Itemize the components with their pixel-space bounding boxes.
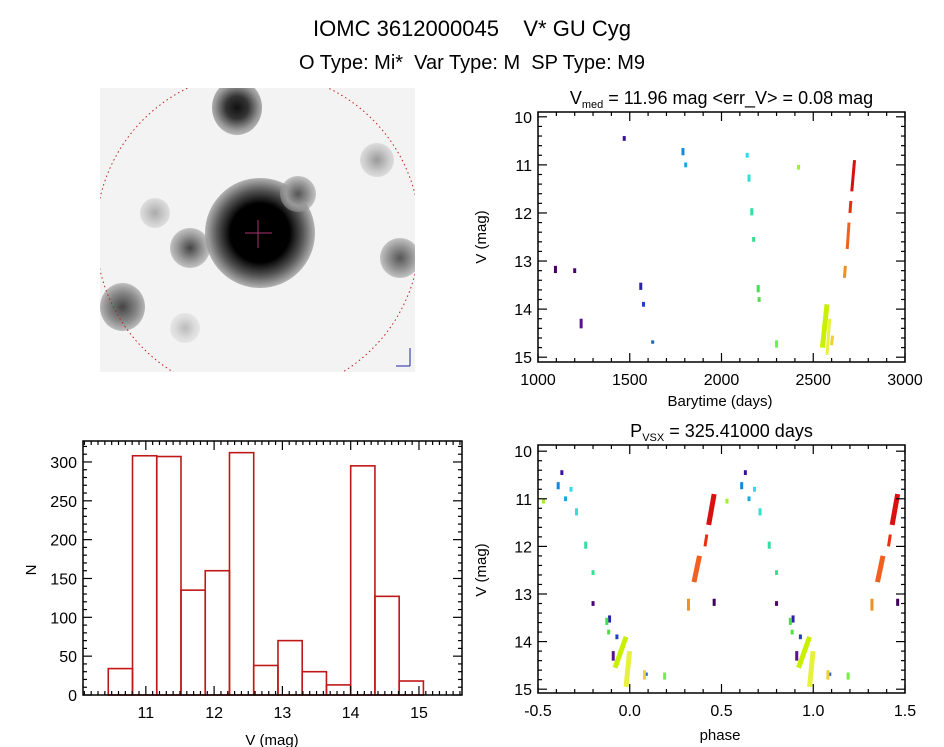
y-axis-label: V (mag): [473, 543, 490, 596]
y-tick-label: 15: [514, 350, 532, 367]
y-axis-label: V (mag): [473, 210, 490, 263]
data-point: [845, 222, 851, 250]
plot-frame: [537, 111, 906, 363]
star: [140, 198, 170, 228]
star: [360, 143, 394, 177]
y-tick-label: 13: [514, 254, 532, 271]
x-tick-label: 1500: [612, 372, 648, 389]
histogram-bar: [228, 451, 255, 696]
star: [380, 238, 415, 278]
axis-ticks: [83, 441, 462, 696]
y-tick-label: 10: [514, 110, 532, 127]
sky-cutout-image: [100, 88, 415, 372]
data-point: [850, 159, 857, 192]
y-tick-label: 150: [50, 571, 77, 588]
x-tick-label: 1.5: [894, 703, 916, 720]
histogram-bar: [277, 639, 304, 696]
y-tick-label: 50: [59, 649, 77, 666]
histogram-bar: [180, 589, 207, 696]
histogram-bar: [398, 680, 425, 696]
y-tick-label: 300: [50, 455, 77, 472]
crosshair-icon: [245, 220, 272, 248]
histogram-bar: [131, 454, 158, 696]
star: [170, 228, 210, 268]
y-tick-label: 12: [514, 206, 532, 223]
y-axis-label: N: [23, 565, 40, 576]
data-point: [807, 650, 816, 688]
y-tick-label: 200: [50, 533, 77, 550]
star: [212, 88, 262, 135]
histogram-bar: [349, 465, 376, 696]
x-tick-label: 1000: [520, 372, 556, 389]
histogram-bar: [204, 569, 231, 696]
data-point: [612, 635, 629, 669]
compass-icon: [396, 348, 411, 367]
x-tick-label: 2500: [795, 372, 831, 389]
axis-ticks: [537, 445, 906, 693]
data-point: [819, 304, 830, 348]
x-tick-label: 1.0: [802, 703, 824, 720]
x-tick-label: 11: [138, 705, 155, 722]
histogram-bar: [252, 664, 279, 696]
data-point: [825, 318, 832, 355]
y-tick-label: 14: [514, 635, 532, 652]
y-tick-label: 12: [514, 539, 532, 556]
phase-curve-chart: -0.5 0.0 0.5 1.0 1.5 10 11 12 13 14 15 phase V (mag)…: [473, 421, 916, 744]
title-subscript: med: [582, 99, 603, 111]
y-tick-label: 11: [515, 492, 532, 509]
plot-frame: [537, 444, 906, 694]
page-title: IOMC 3612000045 V* GU Cyg: [313, 16, 631, 41]
x-tick-label: 0.5: [710, 703, 732, 720]
data-point: [691, 555, 702, 583]
data-point: [703, 534, 709, 547]
title-symbol: P: [630, 421, 642, 441]
data-point: [796, 635, 812, 669]
histogram-bar: [155, 455, 182, 696]
x-axis-label: phase: [700, 727, 741, 744]
y-tick-label: 10: [514, 444, 532, 461]
y-tick-label: 100: [50, 610, 77, 627]
y-tick-label: 250: [50, 494, 77, 511]
aperture-overlay: [100, 88, 415, 372]
y-tick-label: 14: [514, 302, 532, 319]
title-subscript: VSX: [642, 432, 665, 444]
x-axis-label: V (mag): [245, 732, 298, 747]
object-types-subtitle: O Type: Mi* Var Type: M SP Type: M9: [298, 52, 646, 74]
y-tick-label: 13: [514, 587, 532, 604]
x-tick-label: 0.0: [619, 703, 641, 720]
x-tick-label: 12: [205, 705, 223, 722]
x-tick-label: 13: [274, 705, 292, 722]
y-tick-label: 15: [514, 682, 532, 699]
chart-title: PVSX = 325.41000 days: [630, 421, 813, 444]
data-point: [842, 265, 847, 278]
data-point: [706, 493, 717, 526]
y-tick-label: 11: [515, 158, 532, 175]
star: [170, 313, 200, 343]
x-tick-label: 3000: [887, 372, 923, 389]
x-tick-label: 15: [410, 705, 428, 722]
data-point: [848, 200, 853, 214]
axis-ticks: [537, 112, 906, 362]
y-tick-label: 0: [68, 688, 77, 705]
plot-frame: [82, 440, 463, 696]
title-symbol: V: [570, 88, 582, 108]
histogram-bar: [374, 595, 400, 696]
title-text: = 325.41000 days: [664, 421, 813, 441]
x-axis-label: Barytime (days): [667, 393, 772, 410]
x-tick-label: 2000: [704, 372, 740, 389]
star: [280, 176, 316, 212]
x-tick-label: -0.5: [524, 703, 552, 720]
title-text: = 11.96 mag <err_V> = 0.08 mag: [603, 88, 873, 109]
chart-title: Vmed = 11.96 mag <err_V> = 0.08 mag: [570, 88, 873, 111]
data-point: [830, 335, 835, 346]
data-point: [875, 555, 886, 583]
data-point: [887, 534, 892, 547]
light-curve-chart: 1000 1500 2000 2500 3000 10 11 12 13 14 15 Barytime…: [473, 88, 923, 410]
x-tick-label: 14: [342, 705, 360, 722]
data-point: [623, 650, 633, 688]
